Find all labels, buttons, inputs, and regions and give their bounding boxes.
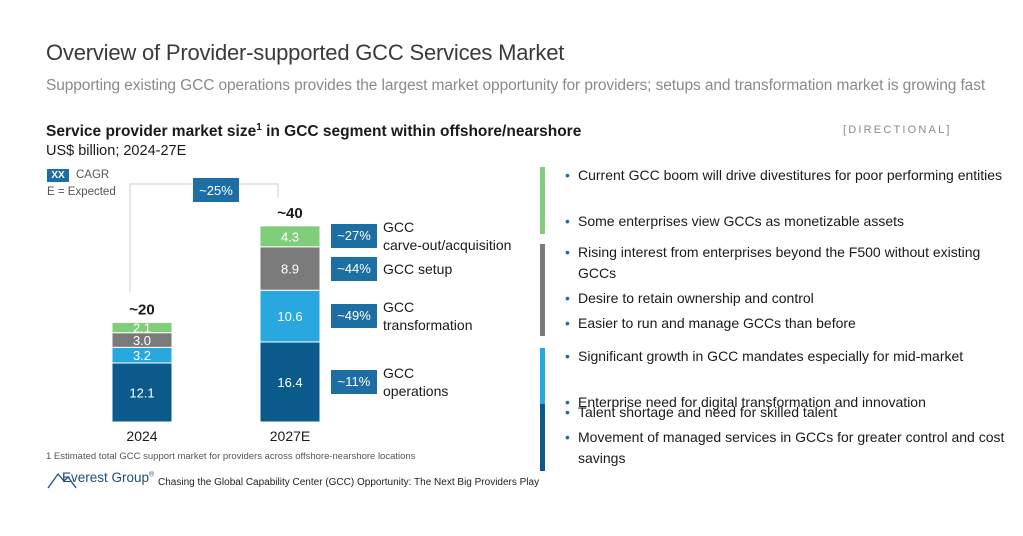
total-label-2027E: ~40 [277,205,302,222]
bullet-dot-icon: • [565,290,570,306]
total-label-2024: ~20 [129,301,154,318]
bar-segment-2027E-gcc-setup [259,246,321,291]
series-label-gcc-transformation: GCC transformation [383,298,472,334]
series-label-line: GCC [383,299,415,316]
bar-segment-2024-gcc-operations [111,362,173,423]
bullet-dot-icon: • [565,394,570,410]
page-subtitle: Supporting existing GCC operations provi… [46,77,986,94]
bullet-text: Some enterprises view GCCs as monetizabl… [578,213,905,229]
chart-title-rest: in GCC segment within offshore/nearshore [261,123,582,141]
everest-group-logo-text: Everest Group® [62,470,154,485]
bullet-dot-icon: • [565,315,570,331]
overall-cagr-value: ~25% [199,183,233,198]
data-label-2024-1: 3.2 [133,348,151,363]
legend-cagr-label: CAGR [76,169,110,181]
logo-reg: ® [149,471,155,479]
x-tick-2024: 2024 [126,428,157,444]
page-title: Overview of Provider-supported GCC Servi… [46,40,565,65]
driver-bullet: • Current GCC boom will drive divestiture… [565,165,1005,186]
bullet-text: Enterprise need for digital transformati… [578,394,926,410]
bar-segment-2027E-gcc-carve-out-acquisition [259,225,321,248]
data-label-2027E-3: 4.3 [281,229,299,244]
data-label-2027E-0: 16.4 [277,375,302,390]
cagr-tag-gcc-transformation: ~49% [331,304,377,329]
bar-segment-2024-gcc-carve-out-acquisition [111,321,173,334]
bullet-dot-icon: • [565,244,570,260]
series-label-line: carve-out/acquisition [383,237,512,254]
series-label-gcc-setup: GCC setup [383,260,452,278]
series-label-gcc-operations: GCC operations [383,364,448,400]
chart-units: US$ billion; 2024-27E [46,143,187,159]
driver-bullet: • Significant growth in GCC mandates espe… [565,346,1005,367]
footnote: 1 Estimated total GCC support market for… [46,451,416,462]
bullet-text: Rising interest from enterprises beyond … [578,244,981,281]
driver-bullet: • Rising interest from enterprises beyond… [565,242,1005,284]
data-label-2027E-2: 8.9 [281,262,299,277]
x-tick-2027E: 2027E [270,428,310,444]
driver-bullet: • Enterprise need for digital transformat… [565,392,1005,413]
bullet-text: Easier to run and manage GCCs than befor… [578,315,856,331]
driver-bullet: • Talent shortage and need for skilled ta… [565,402,1005,423]
chart-title-footnote-ref: 1 [256,122,262,133]
chart-title: Service provider market size1 in GCC seg… [46,122,581,141]
bar-segment-2027E-gcc-operations [259,341,321,423]
series-label-line: operations [383,382,449,399]
bullet-text: Significant growth in GCC mandates espec… [578,348,964,364]
bullet-text: Desire to retain ownership and control [578,290,814,306]
driver-bullet: • Easier to run and manage GCCs than befo… [565,313,1005,334]
cagr-tag-gcc-operations: ~11% [331,369,377,394]
everest-group-logo-mark [47,472,77,489]
bullet-text: Current GCC boom will drive divestitures… [578,167,1003,183]
series-label-line: GCC [383,219,415,236]
cagr-tag-gcc-setup: ~44% [331,256,377,281]
group-color-indicator [540,244,545,336]
data-label-2024-2: 3.0 [133,333,151,348]
series-label-line: GCC setup [383,260,453,277]
group-color-indicator [540,167,545,234]
series-label-line: transformation [383,317,473,334]
chart-title-main: Service provider market size [46,123,257,141]
logo-name: Everest Group [62,470,150,485]
bullet-text: Talent shortage and need for skilled tal… [578,404,838,420]
data-label-2024-3: 2.1 [133,321,151,336]
bullet-dot-icon: • [565,429,570,445]
data-label-2024-0: 12.1 [129,385,154,400]
driver-bullet: • Desire to retain ownership and control [565,288,1005,309]
driver-bullet: • Movement of managed services in GCCs fo… [565,427,1005,469]
group-color-indicator [540,404,545,471]
bar-segment-2027E-gcc-transformation [259,289,321,343]
bullet-dot-icon: • [565,348,570,364]
overall-cagr-tag [193,178,239,202]
data-label-2027E-1: 10.6 [277,309,302,324]
series-label-gcc-carve-out-acquisition: GCC carve-out/acquisition [383,218,511,254]
bullet-dot-icon: • [565,404,570,420]
report-tagline: Chasing the Global Capability Center (GC… [158,477,540,488]
series-label-line: GCC [383,364,415,381]
group-color-indicator [540,348,545,415]
directional-tag: [DIRECTIONAL] [843,124,952,136]
cagr-tag-gcc-carve-out-acquisition: ~27% [331,224,377,249]
bullet-text: Movement of managed services in GCCs for… [578,429,1005,466]
legend-cagr-swatch: XX [47,169,69,182]
bullet-dot-icon: • [565,213,570,229]
driver-bullet: • Some enterprises view GCCs as monetizab… [565,211,1005,232]
legend-expected-label: E = Expected [47,186,116,198]
bullet-dot-icon: • [565,167,570,183]
